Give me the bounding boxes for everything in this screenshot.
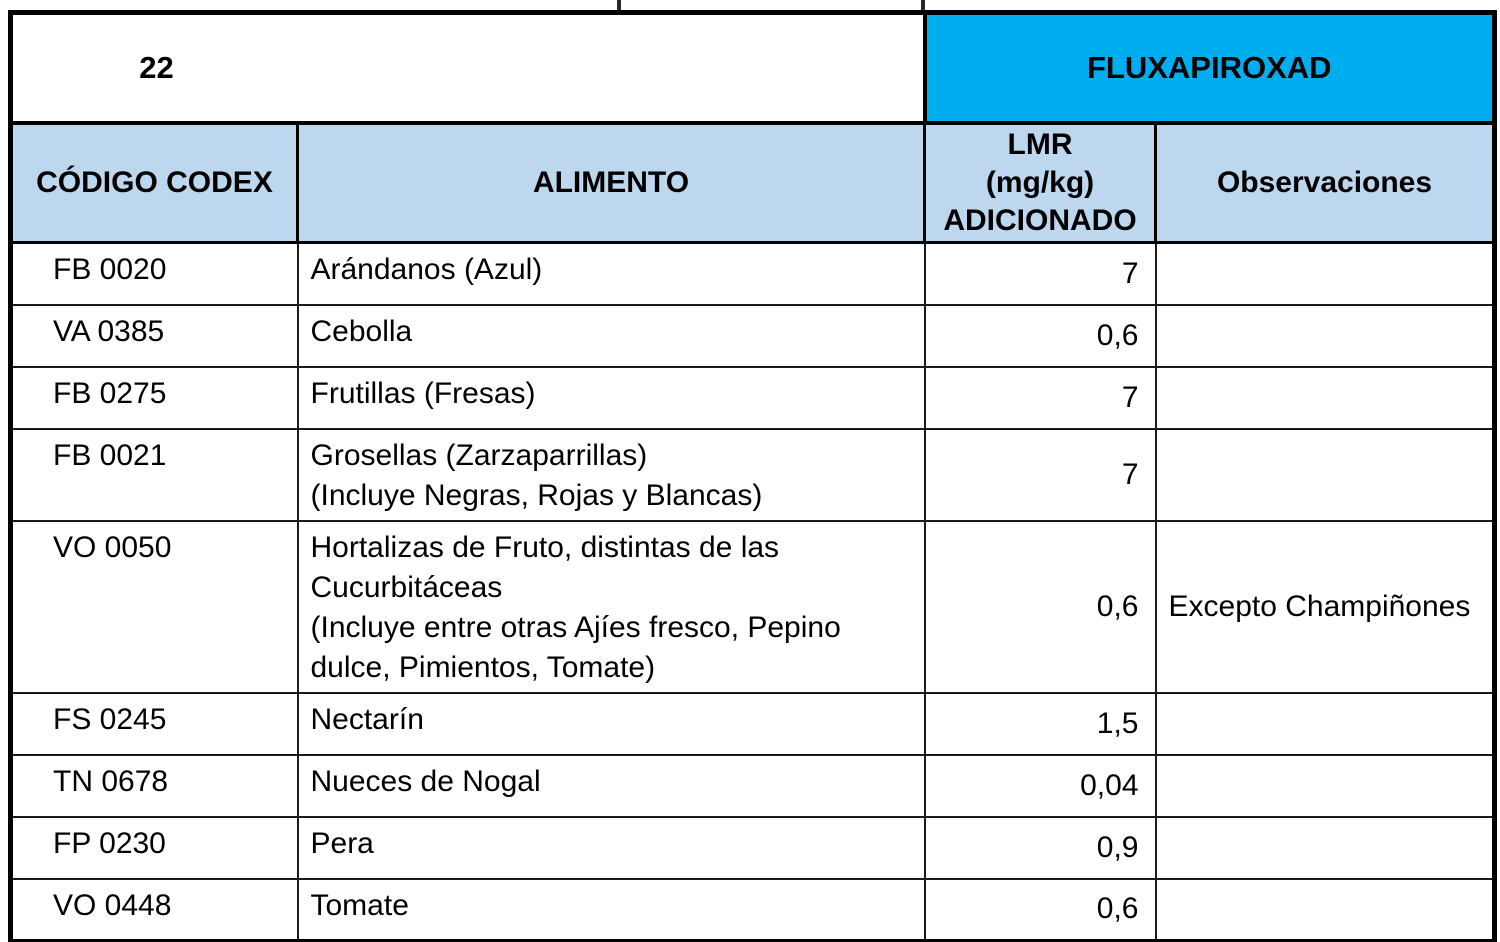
food-name-cell: Arándanos (Azul) [296, 241, 926, 306]
cropped-border-remnant-tick [617, 0, 621, 11]
food-name-cell: Cebolla [296, 303, 926, 368]
observations-cell [1154, 691, 1498, 756]
table-row: FB 0021 Grosellas (Zarzaparrillas) (Incl… [8, 427, 1498, 522]
table-row: FP 0230 Pera 0,9 [8, 815, 1498, 880]
food-name-cell: Frutillas (Fresas) [296, 365, 926, 430]
lmr-value-cell: 0,04 [923, 753, 1157, 818]
lmr-value-cell: 1,5 [923, 691, 1157, 756]
lmr-value-cell: 7 [923, 241, 1157, 306]
food-name-cell: Grosellas (Zarzaparrillas) (Incluye Negr… [296, 427, 926, 522]
codex-code-cell: VO 0050 [8, 519, 299, 694]
compound-name-cell: FLUXAPIROXAD [924, 10, 1498, 125]
document-page: 22 FLUXAPIROXAD CÓDIGO CODEX ALIMENTO LM… [8, 10, 1498, 942]
table-row: FS 0245 Nectarín 1,5 [8, 691, 1498, 756]
codex-code-cell: FB 0275 [8, 365, 299, 430]
header-observaciones: Observaciones [1153, 121, 1498, 244]
header-codigo-codex: CÓDIGO CODEX [8, 121, 299, 244]
table-row: TN 0678 Nueces de Nogal 0,04 [8, 753, 1498, 818]
codex-code-cell: TN 0678 [8, 753, 299, 818]
codex-code-cell: FB 0021 [8, 427, 299, 522]
header-alimento: ALIMENTO [296, 121, 926, 244]
lmr-value-cell: 7 [923, 365, 1157, 430]
mrl-table: 22 FLUXAPIROXAD CÓDIGO CODEX ALIMENTO LM… [8, 10, 1498, 942]
page-number: 22 [139, 49, 174, 85]
food-name-cell: Tomate [296, 877, 926, 942]
codex-code-cell: FS 0245 [8, 691, 299, 756]
observations-cell: Excepto Champiñones [1154, 519, 1498, 694]
lmr-value-cell: 0,6 [923, 303, 1157, 368]
observations-cell [1154, 753, 1498, 818]
observations-cell [1154, 365, 1498, 430]
table-row: VO 0448 Tomate 0,6 [8, 877, 1498, 942]
food-name-cell: Nectarín [296, 691, 926, 756]
observations-cell [1154, 815, 1498, 880]
lmr-value-cell: 0,6 [923, 519, 1157, 694]
codex-code-cell: FB 0020 [8, 241, 299, 306]
table-row: VO 0050 Hortalizas de Fruto, distintas d… [8, 519, 1498, 694]
codex-code-cell: FP 0230 [8, 815, 299, 880]
cropped-border-remnant-tick [921, 0, 925, 11]
table-title-row: 22 FLUXAPIROXAD [8, 10, 1498, 125]
food-name-cell: Nueces de Nogal [296, 753, 926, 818]
lmr-value-cell: 0,9 [923, 815, 1157, 880]
page-number-cell: 22 [8, 10, 927, 125]
codex-code-cell: VO 0448 [8, 877, 299, 942]
codex-code-cell: VA 0385 [8, 303, 299, 368]
table-row: VA 0385 Cebolla 0,6 [8, 303, 1498, 368]
lmr-value-cell: 7 [923, 427, 1157, 522]
food-name-cell: Hortalizas de Fruto, distintas de las Cu… [296, 519, 926, 694]
table-row: FB 0020 Arándanos (Azul) 7 [8, 241, 1498, 306]
header-lmr: LMR (mg/kg) ADICIONADO [923, 121, 1157, 244]
observations-cell [1154, 303, 1498, 368]
observations-cell [1154, 241, 1498, 306]
food-name-cell: Pera [296, 815, 926, 880]
column-header-row: CÓDIGO CODEX ALIMENTO LMR (mg/kg) ADICIO… [8, 121, 1498, 244]
table-row: FB 0275 Frutillas (Fresas) 7 [8, 365, 1498, 430]
observations-cell [1154, 427, 1498, 522]
compound-name: FLUXAPIROXAD [1086, 49, 1332, 85]
lmr-value-cell: 0,6 [923, 877, 1157, 942]
observations-cell [1154, 877, 1498, 942]
